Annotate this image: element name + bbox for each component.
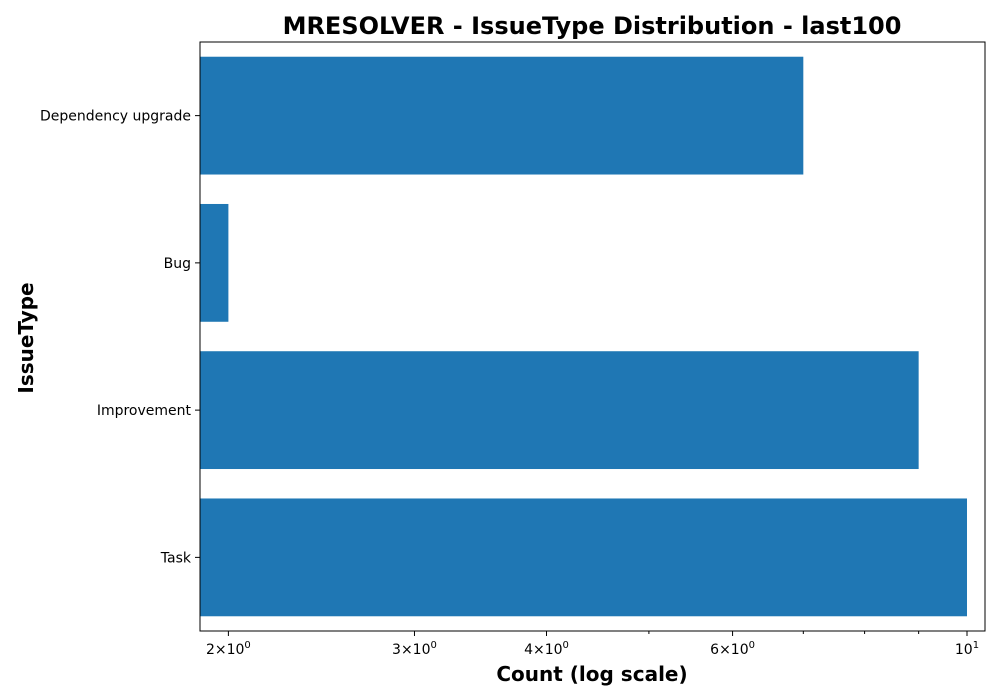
plot-frame (199, 41, 986, 632)
x-tick-label: 6×100 (710, 640, 755, 658)
bar-improvement (200, 351, 919, 470)
bar-bug (200, 203, 229, 322)
y-tick-label: Bug (164, 256, 191, 272)
x-axis-label: Count (log scale) (496, 662, 687, 686)
chart-title: MRESOLVER - IssueType Distribution - las… (283, 12, 902, 40)
x-tick-label: 2×100 (206, 640, 251, 658)
y-tick-label: Improvement (97, 403, 192, 419)
x-tick-label: 3×100 (392, 640, 437, 658)
x-tick-label: 101 (955, 640, 979, 658)
x-tick-label: 4×100 (524, 640, 569, 658)
x-axis: 2×100 3×100 4×100 6×100 101 (206, 631, 979, 658)
y-axis-label: IssueType (14, 282, 38, 393)
bar-task (200, 498, 968, 617)
bar-dependency-upgrade (200, 56, 804, 175)
bars-group (200, 56, 968, 617)
y-tick-label: Dependency upgrade (40, 109, 191, 125)
y-axis: Task Improvement Bug Dependency upgrade (40, 109, 200, 566)
y-tick-label: Task (160, 550, 192, 566)
